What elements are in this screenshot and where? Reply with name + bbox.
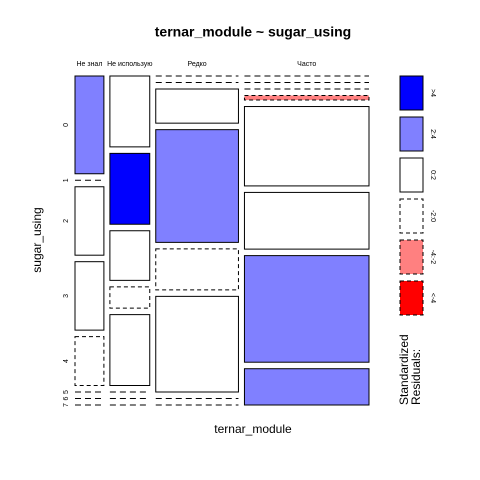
mosaic-cell: [74, 336, 105, 387]
legend-label: -4:-2: [429, 250, 436, 265]
legend-label: <-4: [429, 293, 436, 303]
y-tick-label: 4: [63, 359, 70, 363]
column-label: Часто: [297, 61, 316, 68]
mosaic-cell: [243, 106, 370, 187]
mosaic-cell: [243, 95, 370, 101]
y-tick-label: 1: [63, 178, 70, 182]
mosaic-cell: [74, 261, 105, 331]
legend-label: -2:0: [429, 210, 436, 222]
legend-label: >4: [429, 89, 436, 97]
mosaic-cell: [109, 152, 151, 225]
mosaic-cell: [243, 368, 370, 406]
y-tick-label: 3: [63, 294, 70, 298]
mosaic-cell: [243, 191, 370, 250]
mosaic-cell: [109, 230, 151, 281]
column-label: Редко: [187, 61, 206, 68]
x-axis-label: ternar_module: [214, 422, 292, 436]
mosaic-cell: [109, 286, 151, 309]
legend-swatch: [399, 280, 424, 316]
column-label: Не знал: [76, 61, 102, 68]
chart-title: ternar_module ~ sugar_using: [155, 24, 351, 40]
mosaic-cell: [109, 314, 151, 386]
legend-swatch: [399, 239, 424, 275]
column-label: Не использую: [107, 61, 152, 68]
legend-swatch: [399, 75, 424, 111]
y-tick-label: 7: [63, 403, 70, 407]
y-tick-label: 6: [63, 396, 70, 400]
mosaic-cell: [155, 129, 239, 243]
legend-swatch: [399, 157, 424, 193]
y-axis-label: sugar_using: [30, 207, 44, 272]
mosaic-cell: [155, 295, 239, 393]
mosaic-cell: [109, 75, 151, 148]
legend-swatch: [399, 116, 424, 152]
y-tick-label: 2: [63, 219, 70, 223]
legend-swatch: [399, 198, 424, 234]
y-tick-label: 5: [63, 390, 70, 394]
mosaic-cell: [155, 248, 239, 291]
legend-label: 0:2: [429, 170, 436, 180]
legend-title: Residuals:: [409, 349, 423, 405]
legend-title: Standardized: [397, 334, 411, 405]
y-tick-label: 0: [63, 123, 70, 127]
legend-label: 2:4: [429, 129, 436, 139]
mosaic-cell: [74, 186, 105, 256]
mosaic-cell: [243, 255, 370, 363]
mosaic-cell: [74, 75, 105, 175]
mosaic-cell: [155, 88, 239, 124]
